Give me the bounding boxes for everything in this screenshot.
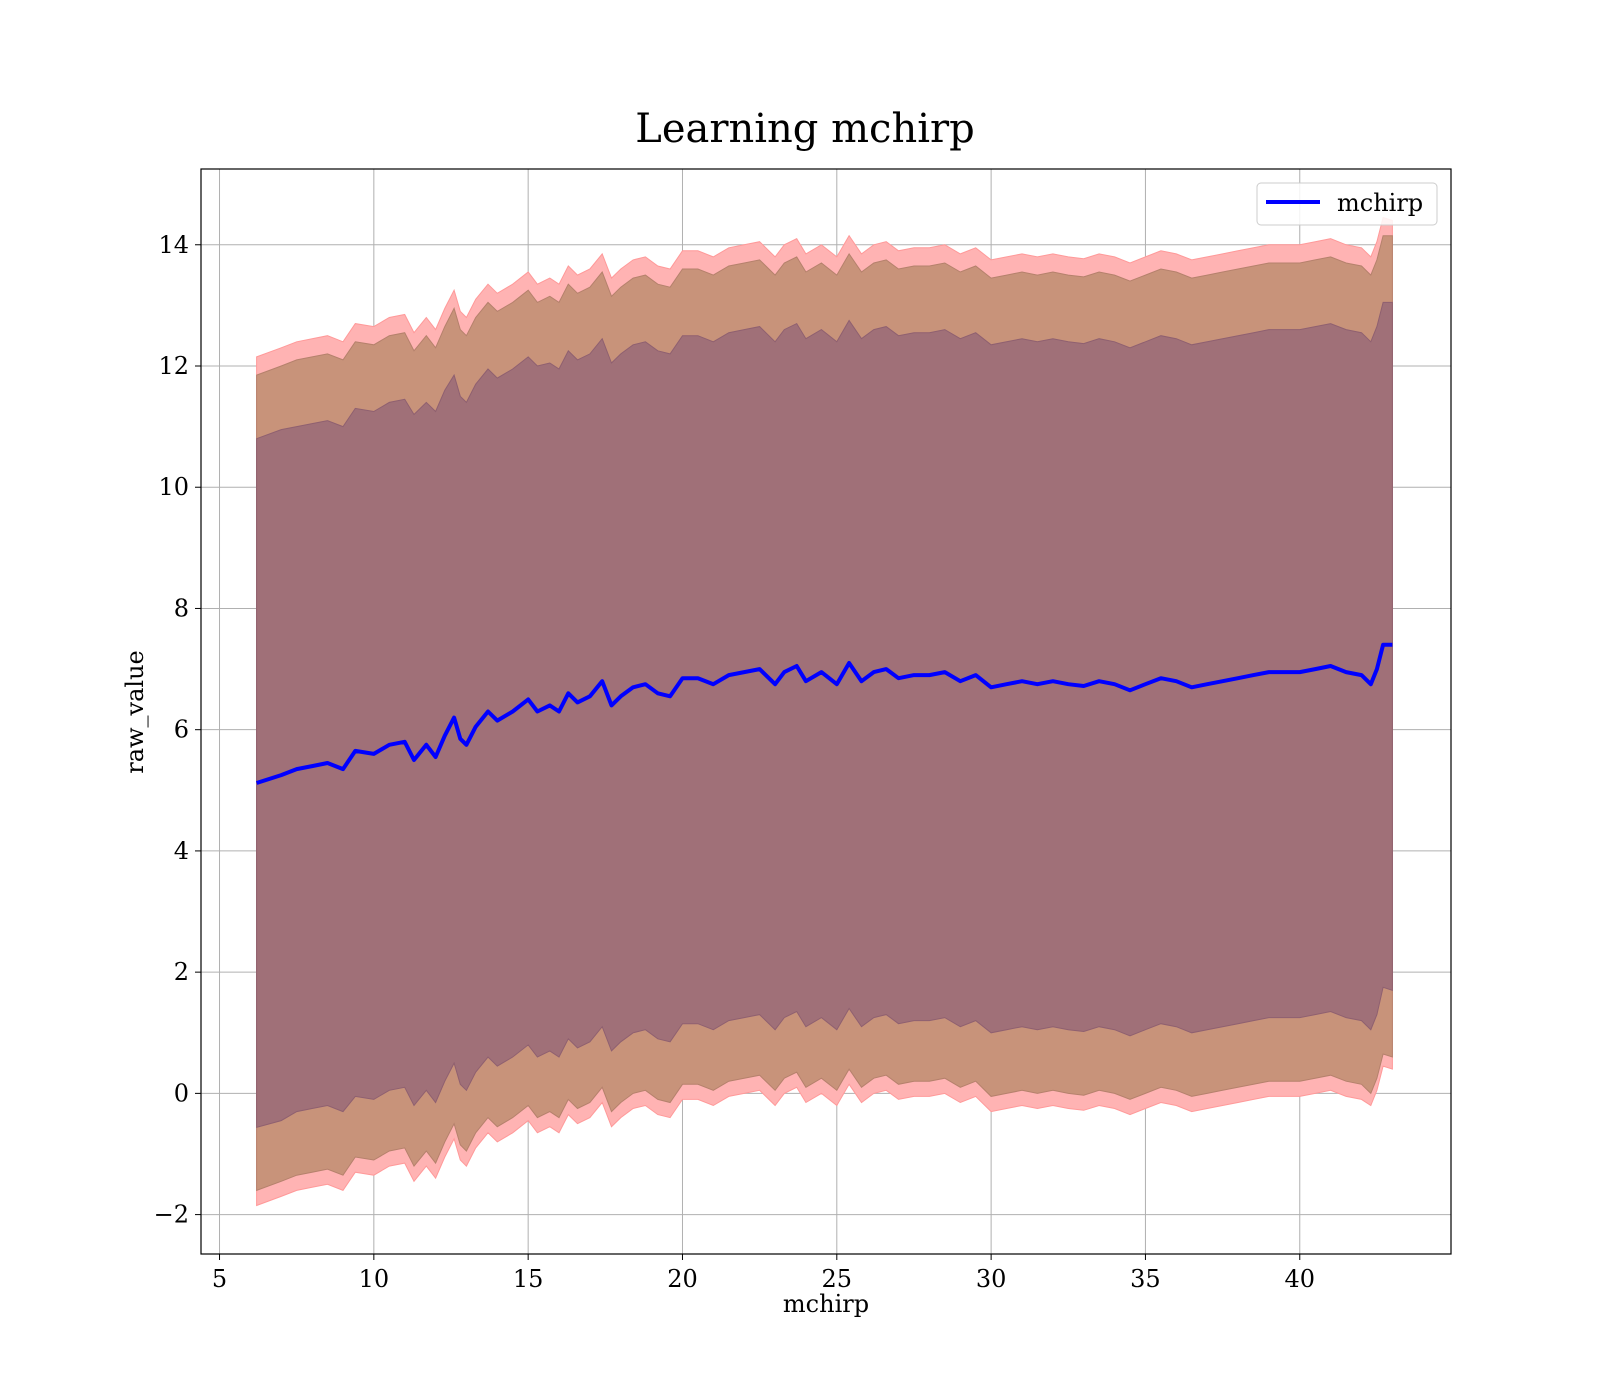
y-tick-label: 4 — [174, 837, 189, 865]
y-tick-label: 6 — [174, 716, 189, 744]
y-tick-label: 0 — [174, 1079, 189, 1107]
x-tick-label: 15 — [513, 1265, 544, 1293]
y-tick-label: 14 — [158, 231, 189, 259]
series-line-mchirp — [255, 642, 1393, 785]
y-tick-label: 10 — [158, 473, 189, 501]
x-tick-label: 5 — [212, 1265, 227, 1293]
chart-title: Learning mchirp — [635, 106, 974, 152]
series-lines — [255, 642, 1393, 785]
y-tick-label: 2 — [174, 958, 189, 986]
y-tick-label: 12 — [158, 352, 189, 380]
band-1sigma — [256, 301, 1393, 1128]
y-axis-label: raw_value — [121, 650, 149, 774]
x-tick-label: 30 — [976, 1265, 1007, 1293]
x-axis-label: mchirp — [783, 1290, 869, 1318]
y-tick-label: 8 — [174, 594, 189, 622]
legend-label-mchirp: mchirp — [1337, 189, 1423, 217]
legend-box — [1256, 182, 1438, 226]
uncertainty-bands — [256, 216, 1393, 1207]
plot-frame — [200, 168, 1452, 1255]
y-tick-label: −2 — [154, 1201, 189, 1229]
x-tick-label: 40 — [1284, 1265, 1315, 1293]
y-axis-ticks: −2 0 2 4 6 8 10 12 14 — [154, 231, 201, 1229]
x-axis-ticks: 5 10 15 20 25 30 35 40 — [212, 1254, 1315, 1293]
x-tick-label: 10 — [359, 1265, 390, 1293]
x-tick-label: 20 — [667, 1265, 698, 1293]
x-tick-label: 35 — [1130, 1265, 1161, 1293]
x-tick-label: 25 — [822, 1265, 853, 1293]
legend: mchirp — [1256, 182, 1438, 226]
